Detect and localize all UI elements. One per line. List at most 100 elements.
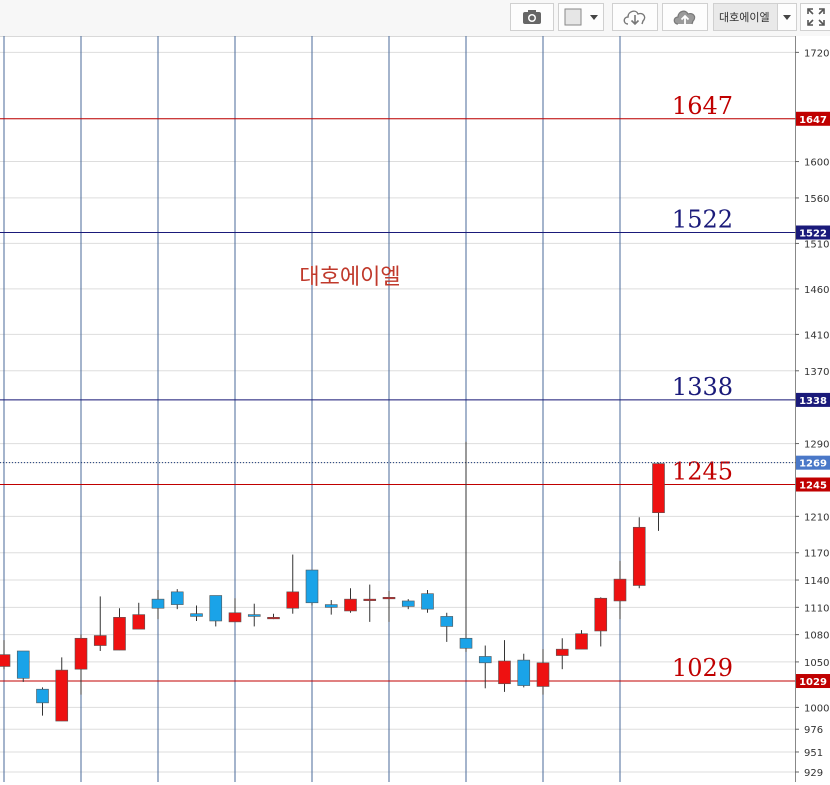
price-tick-label: 976 [804, 725, 823, 736]
candle-body [344, 598, 357, 612]
candle-body [401, 600, 415, 607]
price-tick-label: 1720 [804, 48, 829, 59]
price-badge [796, 477, 830, 492]
candle [113, 608, 126, 651]
candle [363, 584, 377, 622]
chevron-down-icon [590, 14, 598, 20]
chart-toolbar: 대호에이엘 [0, 0, 830, 37]
camera-icon [522, 9, 542, 25]
price-tick-label: 1290 [804, 440, 829, 451]
candle [632, 517, 646, 589]
price-axis-background [795, 36, 830, 782]
price-tick-label: 1560 [804, 194, 829, 205]
candle [421, 590, 434, 613]
price-badge [796, 225, 830, 240]
candle [305, 569, 319, 606]
candle [286, 554, 300, 614]
symbol-select[interactable]: 대호에이엘 [713, 3, 797, 31]
candle [382, 590, 396, 622]
candle-body [498, 660, 511, 685]
price-badge-label: 1522 [799, 229, 827, 240]
color-picker-button[interactable] [558, 3, 604, 31]
candle [613, 560, 627, 620]
price-line-label: 1647 [672, 92, 733, 120]
candle-body [440, 616, 454, 627]
candle-body [382, 597, 396, 600]
price-tick-label: 929 [804, 768, 823, 779]
candles [0, 441, 665, 722]
price-line-label: 1245 [672, 458, 733, 486]
screenshot-button[interactable] [510, 3, 554, 31]
candle [324, 600, 338, 615]
candle-body [575, 633, 588, 650]
candle [228, 598, 242, 623]
price-tick-label: 1510 [804, 239, 829, 250]
candle-body [55, 669, 69, 722]
symbol-select-value: 대호에이엘 [719, 11, 770, 24]
price-tick-label: 951 [804, 748, 823, 759]
price-badge-label: 1245 [799, 481, 827, 492]
candle [536, 649, 550, 695]
candle [74, 634, 88, 695]
candle-body [594, 597, 608, 632]
cloud-download-icon [621, 7, 649, 27]
candle [247, 603, 261, 627]
candle [0, 640, 11, 670]
price-axis [795, 36, 830, 782]
color-swatch-icon [564, 8, 582, 26]
price-badge [796, 111, 830, 126]
price-line-label: 1522 [672, 206, 733, 234]
candle [267, 613, 280, 620]
candle-body [613, 578, 627, 602]
price-line-label: 1338 [672, 373, 733, 401]
candle-body [305, 569, 319, 604]
candle [170, 589, 184, 610]
candle-body [324, 604, 338, 608]
cloud-upload-icon [671, 7, 699, 27]
candle [344, 588, 357, 613]
candle-body [209, 595, 223, 622]
candle-body [286, 591, 300, 609]
fullscreen-icon [806, 8, 825, 26]
candle [132, 602, 146, 630]
upload-button[interactable] [662, 3, 708, 31]
price-tick-label: 1170 [804, 549, 829, 560]
candle-body [536, 662, 550, 687]
price-tick-label: 1410 [804, 330, 829, 341]
candle [575, 630, 588, 650]
price-tick-label: 1210 [804, 512, 829, 523]
candle [55, 657, 69, 722]
price-tick-label: 1140 [804, 576, 829, 587]
price-badge-label: 1029 [799, 677, 827, 688]
candle [517, 653, 531, 688]
candle [652, 462, 665, 531]
candle [478, 645, 492, 689]
candle [151, 590, 165, 620]
price-tick-label: 1110 [804, 603, 829, 614]
fullscreen-button[interactable] [800, 3, 830, 31]
candle-body [459, 637, 473, 649]
candlestick-chart: 1647 1522 1338 1245 1029 대호에이엘 929 951 976 1000… [0, 36, 830, 782]
candle-body [36, 688, 49, 704]
price-axis-labels: 929 951 976 1000 1050 1080 1110 1140 1170 1210 129… [796, 48, 830, 779]
candle [498, 640, 511, 692]
candle-body [74, 637, 88, 670]
price-badge [796, 392, 830, 407]
price-line-label: 1029 [672, 654, 733, 682]
candle [401, 599, 415, 610]
candle [16, 650, 30, 682]
price-badge-label: 1338 [799, 396, 827, 407]
candle [209, 595, 223, 627]
chevron-down-icon [777, 4, 796, 30]
chart-title: 대호에이엘 [299, 265, 400, 290]
price-tick-label: 1600 [804, 158, 829, 169]
candle [36, 687, 49, 716]
price-tick-label: 1370 [804, 367, 829, 378]
download-button[interactable] [612, 3, 658, 31]
candle-body [267, 617, 280, 620]
price-tick-label: 1050 [804, 658, 829, 669]
candle-body [190, 613, 203, 617]
candle-body [247, 614, 261, 617]
price-badge-label: 1269 [799, 459, 827, 470]
candle-body [517, 659, 531, 686]
